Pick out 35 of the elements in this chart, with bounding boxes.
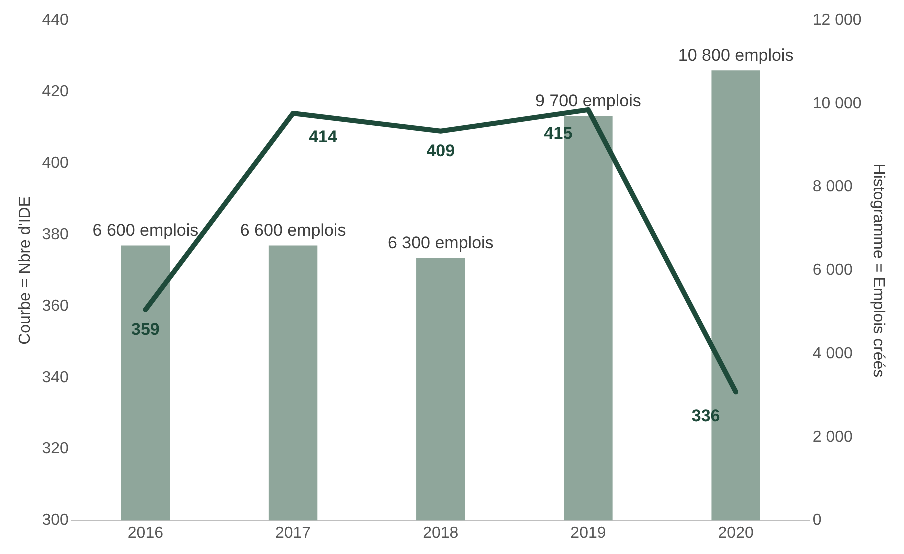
data-label: 6 600 emplois bbox=[92, 220, 199, 240]
y2-tick-label: 2 000 bbox=[812, 428, 854, 446]
y2-tick-label: 8 000 bbox=[812, 178, 854, 196]
y2-tick-label: 4 000 bbox=[812, 345, 854, 362]
y2-tick-label: 10 000 bbox=[812, 95, 862, 112]
data-label: 415 bbox=[544, 124, 573, 144]
x-tick-label: 2018 bbox=[423, 524, 459, 542]
data-label: 10 800 emplois bbox=[678, 46, 794, 65]
y2-tick-label: 12 000 bbox=[812, 12, 862, 30]
y-tick-label: 440 bbox=[42, 12, 69, 30]
y-tick-label: 420 bbox=[42, 83, 69, 100]
y-tick-label: 400 bbox=[42, 154, 69, 172]
bar bbox=[121, 246, 170, 521]
x-tick-label: 2019 bbox=[570, 524, 606, 542]
y-tick-label: 320 bbox=[42, 440, 69, 458]
data-label: 6 600 emplois bbox=[240, 220, 346, 240]
y2-tick-label: 0 bbox=[812, 512, 822, 530]
bar bbox=[268, 246, 318, 521]
x-tick-label: 2016 bbox=[128, 524, 164, 542]
y-tick-label: 300 bbox=[42, 512, 69, 530]
x-tick-label: 2020 bbox=[718, 524, 754, 542]
data-label: 409 bbox=[426, 142, 456, 161]
y-tick-label: 360 bbox=[42, 298, 69, 315]
y2-tick-label: 6 000 bbox=[812, 262, 854, 280]
data-label: 6 300 emplois bbox=[388, 233, 494, 252]
y-tick-label: 340 bbox=[42, 369, 69, 386]
data-label: 359 bbox=[132, 320, 160, 340]
data-label: 414 bbox=[309, 128, 338, 147]
y2-axis-title: Histogramme = Emplois créés bbox=[870, 164, 887, 378]
data-label: 336 bbox=[692, 406, 720, 426]
data-label: 9 700 emplois bbox=[536, 92, 642, 111]
bar bbox=[416, 258, 466, 521]
x-tick-label: 2017 bbox=[275, 524, 312, 542]
y-axis-title: Courbe = Nbre d'IDE bbox=[17, 196, 34, 345]
y-tick-label: 380 bbox=[42, 226, 69, 244]
